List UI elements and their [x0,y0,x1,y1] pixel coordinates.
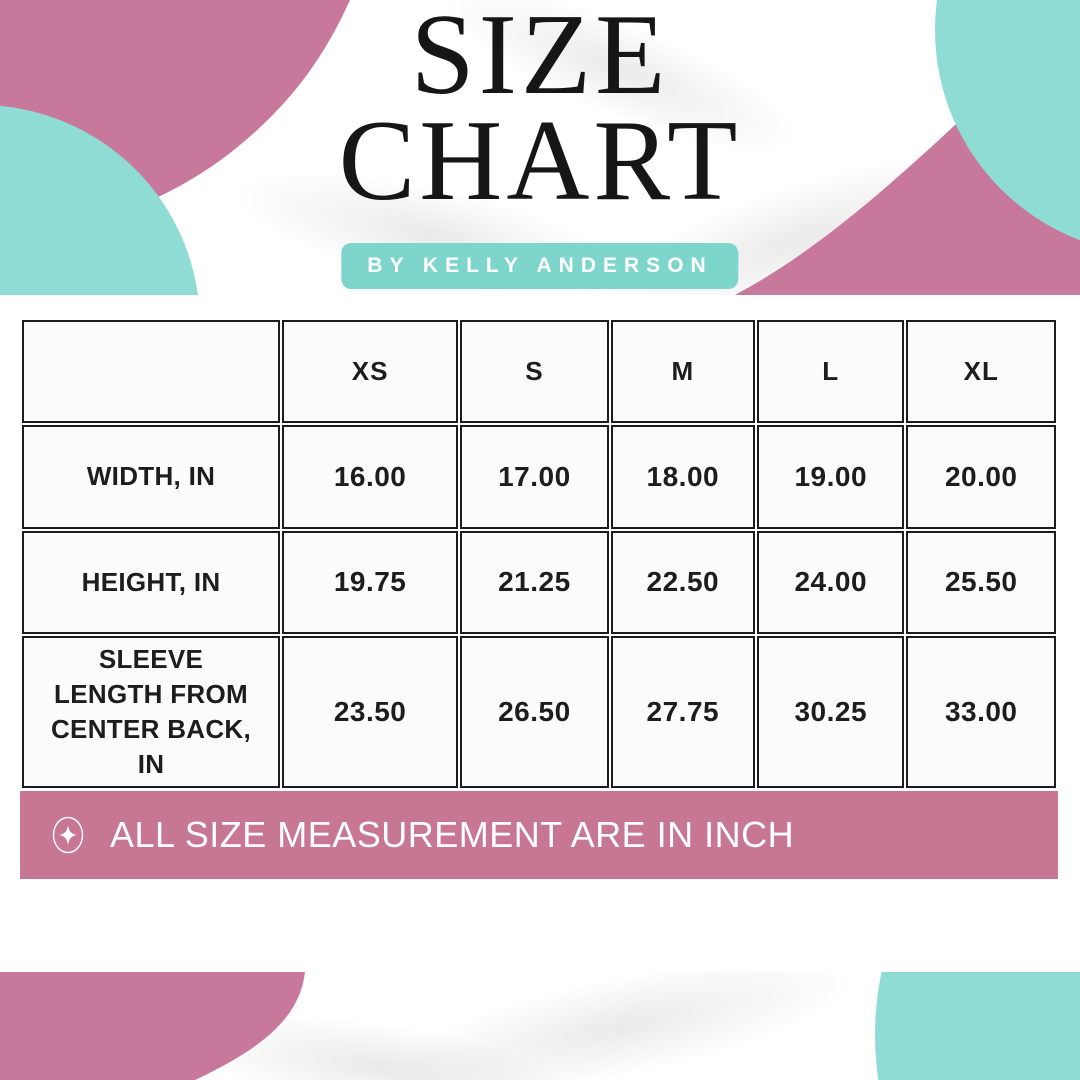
title-line-1: SIZE [410,0,670,118]
teal-circle-top-right [935,0,1080,241]
column-header-m: M [610,320,756,424]
cell-sleeve-xs: 23.50 [282,636,459,788]
cell-width-s: 17.00 [460,425,609,529]
cell-width-l: 19.00 [757,425,905,529]
title-line-2: CHART [338,97,742,224]
row-label-sleeve-length: SLEEVE LENGTH FROM CENTER BACK, IN [22,636,281,788]
cell-height-l: 24.00 [757,530,905,635]
column-header-xs: XS [282,320,459,424]
pink-blob-bottom-left [0,972,305,1080]
byline-text: BY KELLY ANDERSON [367,254,713,277]
measurement-note-text: ALL SIZE MEASUREMENT ARE IN INCH [110,814,795,855]
cell-sleeve-m: 27.75 [610,636,756,788]
byline-badge: BY KELLY ANDERSON [341,243,739,289]
teal-circle-bottom-right [875,972,1080,1080]
bottom-decoration [0,972,1080,1080]
teal-circle-top-left [0,105,198,295]
cell-height-xs: 19.75 [282,530,459,635]
sparkle-icon [52,816,84,854]
fabric-fold-texture [181,1014,579,1080]
cell-sleeve-l: 30.25 [757,636,905,788]
table-row-height: HEIGHT, IN 19.75 21.25 22.50 24.00 25.50 [22,530,1056,635]
cell-width-xl: 20.00 [906,425,1056,529]
row-label-height: HEIGHT, IN [22,530,281,635]
column-header-s: S [460,320,609,424]
fabric-fold-texture [442,0,798,153]
table-row-sleeve-length: SLEEVE LENGTH FROM CENTER BACK, IN 23.50… [22,636,1056,788]
measurement-note-banner: ALL SIZE MEASUREMENT ARE IN INCH [20,791,1058,879]
column-header-l: L [757,320,905,424]
table-header-row: XS S M L XL [22,320,1056,424]
cell-height-m: 22.50 [610,530,756,635]
page-title: SIZE CHART [0,0,1080,224]
table-row-width: WIDTH, IN 16.00 17.00 18.00 19.00 20.00 [22,425,1056,529]
cell-width-xs: 16.00 [282,425,459,529]
row-label-width: WIDTH, IN [22,425,281,529]
cell-height-s: 21.25 [460,530,609,635]
cell-width-m: 18.00 [610,425,756,529]
top-decoration [0,0,1080,295]
cell-height-xl: 25.50 [906,530,1056,635]
cell-sleeve-xl: 33.00 [906,636,1056,788]
column-header-xl: XL [906,320,1056,424]
size-table: XS S M L XL WIDTH, IN 16.00 17.00 18.00 … [20,318,1058,790]
corner-cell [22,320,281,424]
cell-sleeve-s: 26.50 [460,636,609,788]
size-table-container: XS S M L XL WIDTH, IN 16.00 17.00 18.00 … [20,318,1058,790]
